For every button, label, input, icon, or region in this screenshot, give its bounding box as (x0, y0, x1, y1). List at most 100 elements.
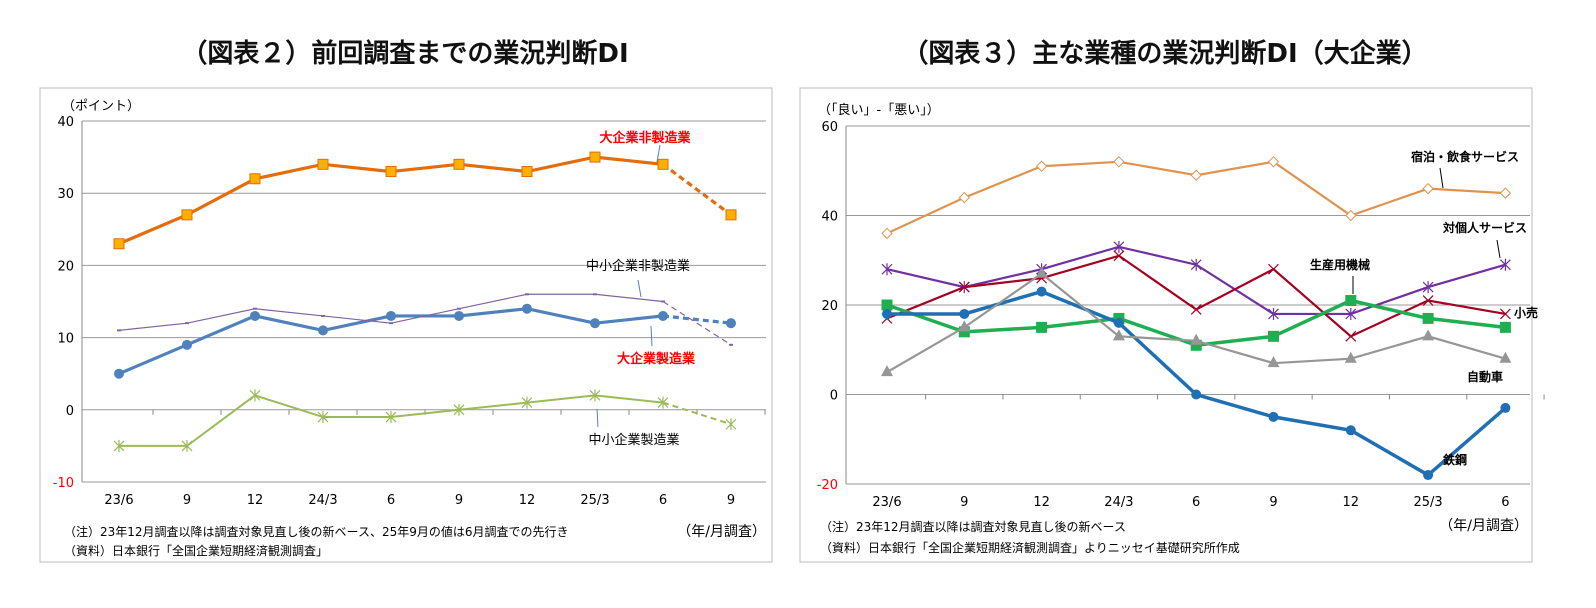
data-point (1499, 187, 1512, 199)
data-point (1268, 411, 1279, 422)
data-point (590, 318, 600, 329)
x-tick-label: 23/6 (872, 495, 901, 510)
data-point (1345, 295, 1357, 307)
data-point (1422, 329, 1435, 341)
data-point (1267, 156, 1280, 168)
x-tick-label: 6 (387, 493, 395, 508)
data-point (1422, 182, 1434, 195)
forecast-line (662, 300, 732, 346)
x-tick-label: 25/3 (1413, 495, 1442, 510)
source-left: （資料）日本銀行「全国企業短期経済観測調査」 (64, 543, 328, 558)
annotation-arrows-right (1352, 167, 1501, 294)
x-tick-label: 12 (247, 493, 264, 508)
data-point (1499, 258, 1511, 271)
data-point (1113, 317, 1124, 328)
data-point (1345, 307, 1357, 320)
label-lodging: 宿泊・飲食サービス (1411, 149, 1519, 164)
data-point (1191, 389, 1202, 400)
series-1 (881, 240, 1511, 320)
forecast-line (662, 401, 732, 426)
data-point (1423, 470, 1434, 481)
series-0 (881, 156, 1512, 240)
data-point (725, 209, 737, 221)
x-unit-left: （年/月調査） (677, 524, 766, 540)
y-tick-label: 40 (57, 115, 74, 130)
data-point (386, 310, 396, 321)
data-point (1190, 169, 1202, 181)
x-tick-label: 9 (455, 493, 463, 508)
data-point (521, 396, 533, 409)
series-0 (113, 151, 737, 250)
y-tick-label: 0 (66, 404, 74, 419)
data-point (958, 191, 971, 204)
forecast-line (662, 314, 732, 325)
data-point (521, 166, 533, 178)
data-point (658, 310, 668, 321)
note-right: （注）23年12月調査以降は調査対象見直し後の新ベース (820, 519, 1126, 534)
series-4 (882, 286, 1511, 481)
label-auto: 自動車 (1467, 369, 1503, 384)
data-point (1422, 281, 1434, 294)
data-point (657, 158, 669, 170)
data-point (1190, 333, 1203, 345)
data-point (1113, 156, 1125, 168)
data-point (385, 166, 397, 178)
note-left: （注）23年12月調査以降は調査対象見直し後の新ベース、25年9月の値は6月調査… (64, 524, 568, 539)
x-tick-label: 9 (960, 495, 968, 510)
annotation-arrows-left (596, 144, 661, 428)
data-point (317, 411, 329, 424)
label-personal: 対個人サービス (1442, 220, 1527, 235)
data-point (1268, 263, 1279, 275)
x-tick-label: 9 (183, 493, 191, 508)
data-point (1112, 329, 1125, 341)
forecast-line (662, 163, 732, 217)
data-point (958, 320, 971, 332)
data-point (1344, 351, 1357, 363)
data-point (1190, 258, 1202, 271)
data-point (726, 318, 736, 329)
chart-title-right: （図表３）主な業種の業況判断DI（大企業） (902, 38, 1427, 69)
x-tick-label: 9 (1269, 495, 1277, 510)
y-tick-label: 20 (57, 259, 74, 274)
chart-frame-left (39, 87, 773, 563)
data-point (181, 209, 193, 221)
series-1 (114, 303, 736, 379)
data-point (882, 308, 892, 319)
data-point (1036, 321, 1048, 333)
x-tick-label: 23/6 (104, 493, 133, 508)
label-small-mfg: 中小企業製造業 (588, 432, 679, 448)
x-unit-right: （年/月調査） (1439, 518, 1528, 534)
x-tick-label: 12 (1343, 495, 1360, 510)
data-point (1499, 351, 1512, 363)
label-large-nonmfg: 大企業非製造業 (599, 130, 691, 146)
data-point (657, 396, 669, 409)
data-point (881, 299, 893, 311)
data-point (182, 339, 192, 350)
data-point (1036, 286, 1047, 297)
data-point (385, 411, 397, 424)
x-tick-label: 9 (727, 493, 735, 508)
series-5 (881, 266, 1512, 377)
x-tick-label: 6 (1501, 495, 1509, 510)
y-tick-label: 40 (821, 210, 838, 225)
data-point (113, 238, 125, 250)
data-point (1422, 295, 1434, 306)
x-tick-label: 6 (659, 493, 667, 508)
y-tick-label: -10 (53, 476, 74, 491)
data-point (725, 418, 737, 431)
data-point (522, 303, 532, 314)
data-point (318, 325, 328, 336)
series-3 (113, 389, 737, 452)
label-machinery: 生産用機械 (1310, 257, 1370, 272)
data-point (1345, 209, 1357, 222)
data-point (1035, 266, 1048, 278)
data-point (1190, 304, 1202, 315)
label-retail: 小売 (1514, 305, 1538, 320)
data-point (589, 389, 601, 402)
data-point (453, 158, 465, 170)
data-point (454, 310, 464, 321)
y-unit-right: （「良い」-「悪い」） (818, 102, 940, 118)
data-point (1345, 425, 1356, 436)
data-point (113, 439, 125, 452)
